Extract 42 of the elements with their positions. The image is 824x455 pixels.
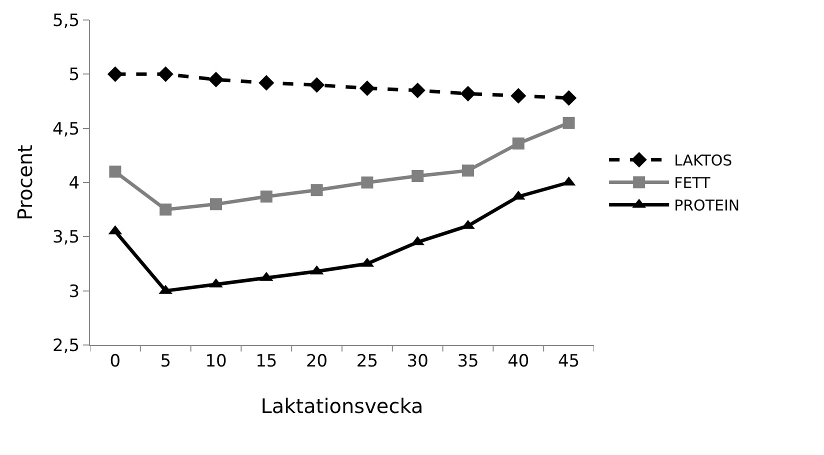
point [359,80,375,96]
point [107,66,123,82]
x-tick-label: 0 [110,351,121,372]
y-tick-label: 5,5 [52,10,80,31]
x-tick-label: 40 [508,351,530,372]
x-axis-title: Laktationsvecka [260,394,424,418]
point [158,66,174,82]
point [460,86,476,102]
x-tick-label: 25 [356,351,378,372]
point [562,116,575,129]
legend-label: PROTEIN [674,196,740,215]
x-tick-label: 10 [205,351,227,372]
legend-label: LAKTOS [674,152,732,170]
x-tick-label: 15 [256,351,278,372]
point [309,77,325,93]
y-tick-label: 4,5 [52,119,80,140]
y-tick-label: 3,5 [52,228,80,248]
y-axis-title: Procent [13,144,38,220]
point [512,138,524,150]
y-tick-label: 2,5 [52,336,80,356]
point [160,204,172,216]
x-tick-label: 30 [406,351,428,372]
point [208,72,224,88]
point [361,176,374,188]
point [412,170,424,182]
y-tick-label: 3 [68,282,80,302]
y-tick-label: 5 [68,65,80,86]
point [210,198,222,210]
point [462,164,474,177]
x-tick-label: 5 [160,351,172,372]
point [510,88,526,104]
point [109,166,122,178]
point [258,75,274,91]
legend-label: FETT [674,174,712,192]
y-tick-label: 4 [68,173,80,194]
point [310,184,323,196]
point [561,90,577,106]
x-tick-label: 35 [457,351,479,372]
x-tick-label: 45 [558,351,580,372]
point [410,82,426,98]
point [260,190,272,203]
x-tick-label: 20 [306,351,328,372]
